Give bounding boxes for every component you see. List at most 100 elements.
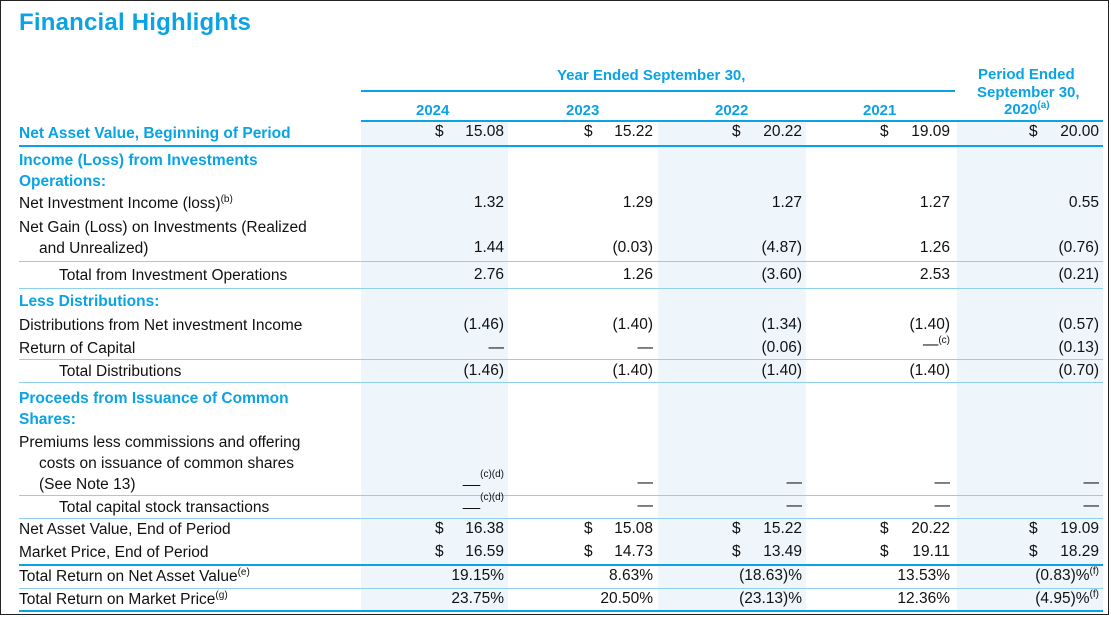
row-label-dist-nii: Distributions from Net investment Income xyxy=(19,317,303,334)
value-cell: — xyxy=(637,474,654,491)
value-cell: 20.22 xyxy=(911,520,950,537)
period-ended-header-year: 2020(a) xyxy=(1004,100,1050,119)
row-rule-total-ops xyxy=(19,288,1103,289)
value-cell: __(c)(d) xyxy=(462,469,504,488)
value-cell: 1.44 xyxy=(473,239,504,256)
row-label-total-return-nav: Total Return on Net Asset Value(e) xyxy=(19,567,250,586)
col-shade-2020 xyxy=(957,122,1103,612)
row-label-net-gain: Net Gain (Loss) on Investments (Realized… xyxy=(19,219,307,257)
value-cell: (0.13) xyxy=(1058,339,1100,356)
value-cell: __(c)(d) xyxy=(462,492,504,511)
value-cell: (0.70) xyxy=(1058,362,1100,379)
row-label-roc: Return of Capital xyxy=(19,340,136,357)
dollar-sign: $ xyxy=(732,123,741,140)
value-cell: (18.63)% xyxy=(739,567,802,584)
value-cell: (4.87) xyxy=(761,239,803,256)
value-cell: 8.63% xyxy=(609,567,653,584)
value-cell: — xyxy=(934,474,951,491)
value-cell: (1.40) xyxy=(909,362,951,379)
section-label-distributions: Less Distributions: xyxy=(19,293,160,310)
year-header-rule xyxy=(361,120,1103,122)
value-cell: 14.73 xyxy=(614,543,653,560)
value-cell: 19.11 xyxy=(912,543,950,560)
value-cell: (3.60) xyxy=(761,266,803,283)
value-cell: —(c) xyxy=(922,335,950,354)
col-shade-2024 xyxy=(361,122,508,612)
dollar-sign: $ xyxy=(435,543,444,560)
dollar-sign: $ xyxy=(435,123,444,140)
section-label-proceeds: Proceeds from Issuance of Common Shares: xyxy=(19,390,289,428)
dollar-sign: $ xyxy=(880,520,889,537)
value-cell: 23.75% xyxy=(451,590,504,607)
year-header-2022: 2022 xyxy=(715,102,749,119)
value-cell: 18.29 xyxy=(1060,543,1099,560)
section-label-income: Income (Loss) from Investments Operations… xyxy=(19,152,258,190)
value-cell: (1.40) xyxy=(909,316,951,333)
value-cell: 1.27 xyxy=(771,194,802,211)
value-cell: — xyxy=(637,497,654,514)
value-cell: 20.00 xyxy=(1060,123,1099,140)
value-cell: (1.40) xyxy=(612,362,654,379)
row-label-premiums: Premiums less commissions and offering co… xyxy=(19,434,301,493)
row-rule-premiums xyxy=(19,495,1103,496)
year-header-2021: 2021 xyxy=(863,102,897,119)
dollar-sign: $ xyxy=(584,123,593,140)
value-cell: (4.95)%(f) xyxy=(1035,589,1099,608)
value-cell: (23.13)% xyxy=(739,590,802,607)
value-cell: (1.46) xyxy=(463,362,505,379)
dollar-sign: $ xyxy=(732,520,741,537)
value-cell: — xyxy=(637,339,654,356)
value-cell: 15.22 xyxy=(763,520,802,537)
dollar-sign: $ xyxy=(880,543,889,560)
value-cell: 0.55 xyxy=(1068,194,1099,211)
value-cell: (0.57) xyxy=(1058,316,1100,333)
value-cell: 2.53 xyxy=(919,266,950,283)
dollar-sign: $ xyxy=(1029,123,1038,140)
row-rule-total-capital xyxy=(19,518,1103,519)
dollar-sign: $ xyxy=(584,520,593,537)
period-ended-header-line2: September 30, xyxy=(977,84,1080,101)
value-cell: 13.53% xyxy=(897,567,950,584)
value-cell: — xyxy=(786,474,803,491)
dollar-sign: $ xyxy=(435,520,444,537)
dollar-sign: $ xyxy=(1029,520,1038,537)
col-shade-2022 xyxy=(658,122,806,612)
page-title: Financial Highlights xyxy=(19,9,252,36)
row-rule-net-gain xyxy=(19,261,1103,262)
dollar-sign: $ xyxy=(880,123,889,140)
value-cell: 1.27 xyxy=(919,194,950,211)
row-label-nii: Net Investment Income (loss)(b) xyxy=(19,194,233,213)
value-cell: — xyxy=(488,339,505,356)
value-cell: — xyxy=(1083,497,1100,514)
value-cell: 19.09 xyxy=(1060,520,1099,537)
value-cell: 19.15% xyxy=(451,567,504,584)
value-cell: (0.21) xyxy=(1058,266,1100,283)
value-cell: 16.59 xyxy=(465,543,504,560)
value-cell: 1.26 xyxy=(919,239,950,256)
value-cell: 1.32 xyxy=(473,194,504,211)
row-rule-tr-nav xyxy=(19,588,1103,589)
dollar-sign: $ xyxy=(584,543,593,560)
row-label-total-dist: Total Distributions xyxy=(59,363,182,380)
value-cell: 1.26 xyxy=(622,266,653,283)
row-label-total-return-market: Total Return on Market Price(g) xyxy=(19,590,228,609)
value-cell: (1.46) xyxy=(463,316,505,333)
row-rule-total-dist xyxy=(19,382,1103,383)
value-cell: (0.83)%(f) xyxy=(1035,566,1099,585)
row-label-total-capital: Total capital stock transactions xyxy=(59,499,270,516)
value-cell: 15.08 xyxy=(614,520,653,537)
value-cell: (1.34) xyxy=(761,316,803,333)
row-rule-roc xyxy=(19,359,1103,360)
year-header-2024: 2024 xyxy=(416,102,450,119)
value-cell: 1.29 xyxy=(622,194,653,211)
value-cell: (0.06) xyxy=(761,339,803,356)
value-cell: (1.40) xyxy=(761,362,803,379)
year-header-2023: 2023 xyxy=(566,102,600,119)
row-label-nav-begin: Net Asset Value, Beginning of Period xyxy=(19,125,291,142)
value-cell: 19.09 xyxy=(911,123,950,140)
value-cell: (0.76) xyxy=(1058,239,1100,256)
row-label-market-price: Market Price, End of Period xyxy=(19,544,209,561)
value-cell: 20.22 xyxy=(763,123,802,140)
dollar-sign: $ xyxy=(732,543,741,560)
